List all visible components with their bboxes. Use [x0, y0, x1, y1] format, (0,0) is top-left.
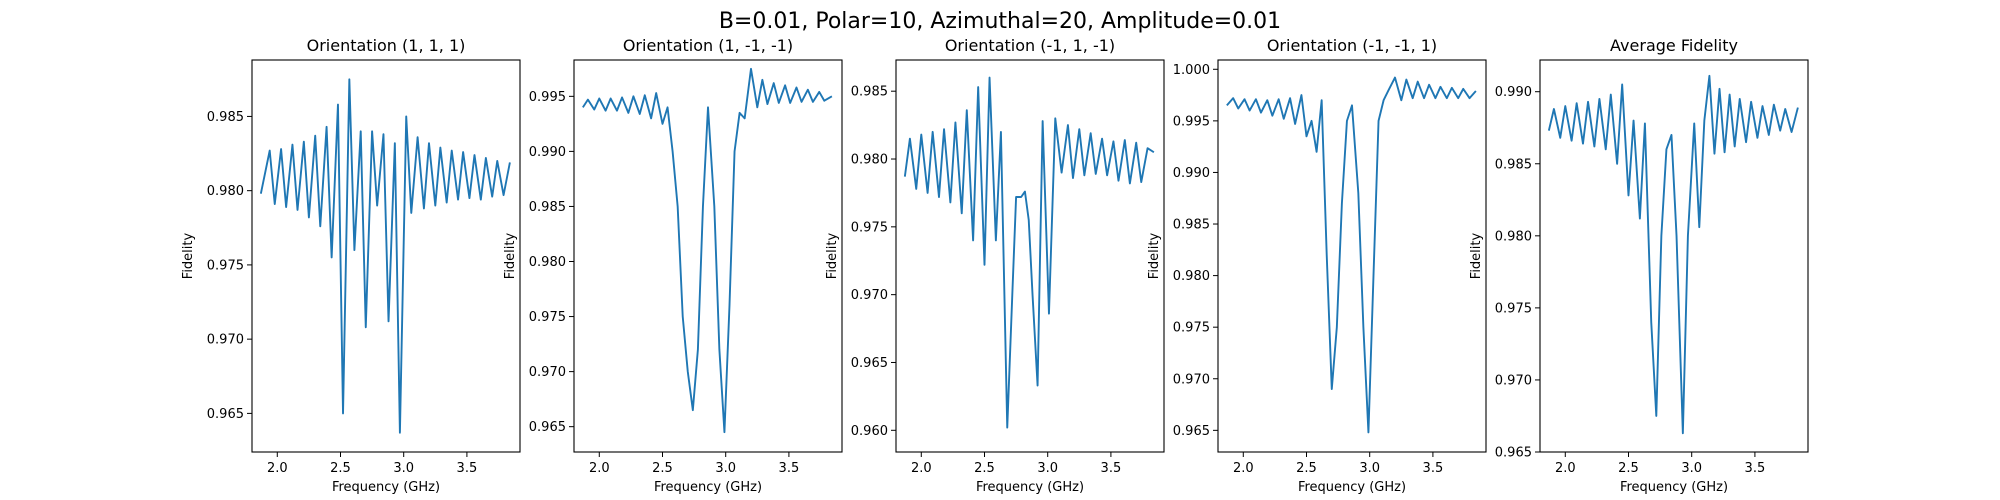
- x-tick-label: 3.5: [457, 461, 478, 476]
- y-tick-label: 0.970: [1495, 373, 1532, 388]
- y-tick-label: 0.970: [851, 288, 888, 303]
- x-axis-label: Frequency (GHz): [332, 480, 440, 495]
- x-axis-label: Frequency (GHz): [976, 480, 1084, 495]
- y-tick-label: 0.975: [1173, 321, 1210, 336]
- y-tick-label: 0.985: [529, 200, 566, 215]
- axes-frame: [251, 59, 521, 453]
- y-tick-label: 0.980: [529, 255, 566, 270]
- x-tick-label: 2.5: [1618, 461, 1639, 476]
- y-tick-label: 0.980: [207, 184, 244, 199]
- subplot-title: Orientation (1, 1, 1): [307, 36, 466, 55]
- x-tick-label: 3.0: [1681, 461, 1702, 476]
- subplot-4: Orientation (-1, -1, 1) 2.0 2.5 3.0 3.5 0.965…: [1147, 36, 1487, 495]
- y-tick-label: 0.980: [851, 153, 888, 168]
- series-line-1: [582, 67, 833, 434]
- y-tick-label: 0.980: [1173, 269, 1210, 284]
- axes-frame: [895, 59, 1165, 453]
- y-tick-label: 1.000: [1173, 63, 1210, 78]
- x-tick-label: 3.5: [1423, 461, 1444, 476]
- y-tick-label: 0.970: [1173, 372, 1210, 387]
- subplot-3: Orientation (-1, 1, -1) 2.0 2.5 3.0 3.5 0.960…: [825, 36, 1165, 495]
- subplot-1: Orientation (1, 1, 1) 2.0 2.5 3.0 3.5 0.965 0.…: [181, 36, 521, 495]
- y-tick-label: 0.980: [1495, 229, 1532, 244]
- y-tick-label: 0.965: [1173, 424, 1210, 439]
- y-axis-label: Fidelity: [181, 232, 196, 279]
- x-tick-label: 2.5: [652, 461, 673, 476]
- y-axis-label: Fidelity: [825, 232, 840, 279]
- x-tick-label: 2.0: [589, 461, 610, 476]
- y-tick-label: 0.960: [851, 424, 888, 439]
- y-axis-label: Fidelity: [1469, 232, 1484, 279]
- x-axis-label: Frequency (GHz): [1620, 480, 1728, 495]
- y-axis-label: Fidelity: [503, 232, 518, 279]
- y-tick-label: 0.985: [1495, 157, 1532, 172]
- x-tick-label: 2.0: [1233, 461, 1254, 476]
- x-tick-label: 3.0: [1037, 461, 1058, 476]
- y-tick-label: 0.995: [529, 90, 566, 105]
- y-tick-label: 0.995: [1173, 114, 1210, 129]
- y-tick-label: 0.970: [529, 365, 566, 380]
- y-tick-label: 0.990: [529, 145, 566, 160]
- subplot-title: Orientation (-1, -1, 1): [1267, 36, 1437, 55]
- y-tick-label: 0.975: [1495, 301, 1532, 316]
- x-tick-label: 3.5: [1101, 461, 1122, 476]
- y-tick-label: 0.975: [529, 310, 566, 325]
- figure-suptitle: B=0.01, Polar=10, Azimuthal=20, Amplitud…: [719, 9, 1281, 34]
- axes-frame: [1217, 59, 1487, 453]
- subplot-title: Orientation (1, -1, -1): [623, 36, 793, 55]
- y-axis-label: Fidelity: [1147, 232, 1162, 279]
- subplot-title: Average Fidelity: [1610, 36, 1738, 55]
- x-axis-label: Frequency (GHz): [1298, 480, 1406, 495]
- y-tick-label: 0.990: [1173, 166, 1210, 181]
- y-tick-label: 0.985: [1173, 218, 1210, 233]
- x-tick-label: 3.0: [393, 461, 414, 476]
- series-line-1: [1226, 76, 1477, 434]
- x-tick-label: 3.5: [1745, 461, 1766, 476]
- x-tick-label: 2.0: [267, 461, 288, 476]
- series-line-1: [903, 76, 1155, 429]
- y-tick-label: 0.975: [207, 258, 244, 273]
- x-tick-label: 2.0: [911, 461, 932, 476]
- y-tick-label: 0.965: [851, 356, 888, 371]
- x-axis-label: Frequency (GHz): [654, 480, 762, 495]
- x-tick-label: 2.0: [1555, 461, 1576, 476]
- x-tick-label: 3.0: [1359, 461, 1380, 476]
- axes-frame: [573, 59, 843, 453]
- y-tick-label: 0.985: [851, 85, 888, 100]
- y-tick-label: 0.965: [1495, 446, 1532, 461]
- subplot-2: Orientation (1, -1, -1) 2.0 2.5 3.0 3.5 0.965…: [503, 36, 843, 495]
- x-tick-label: 2.5: [1296, 461, 1317, 476]
- series-line-1: [259, 78, 511, 434]
- y-tick-label: 0.975: [851, 220, 888, 235]
- x-tick-label: 2.5: [330, 461, 351, 476]
- subplot-title: Orientation (-1, 1, -1): [945, 36, 1115, 55]
- series-line-1: [1547, 74, 1799, 435]
- y-tick-label: 0.990: [1495, 85, 1532, 100]
- x-tick-label: 3.5: [779, 461, 800, 476]
- x-tick-label: 2.5: [974, 461, 995, 476]
- y-tick-label: 0.965: [529, 420, 566, 435]
- x-tick-label: 3.0: [715, 461, 736, 476]
- axes-frame: [1539, 59, 1809, 453]
- subplot-5: Average Fidelity 2.0 2.5 3.0 3.5 0.965 0.970 0.…: [1469, 36, 1809, 495]
- y-tick-label: 0.965: [207, 407, 244, 422]
- y-tick-label: 0.970: [207, 333, 244, 348]
- y-tick-label: 0.985: [207, 110, 244, 125]
